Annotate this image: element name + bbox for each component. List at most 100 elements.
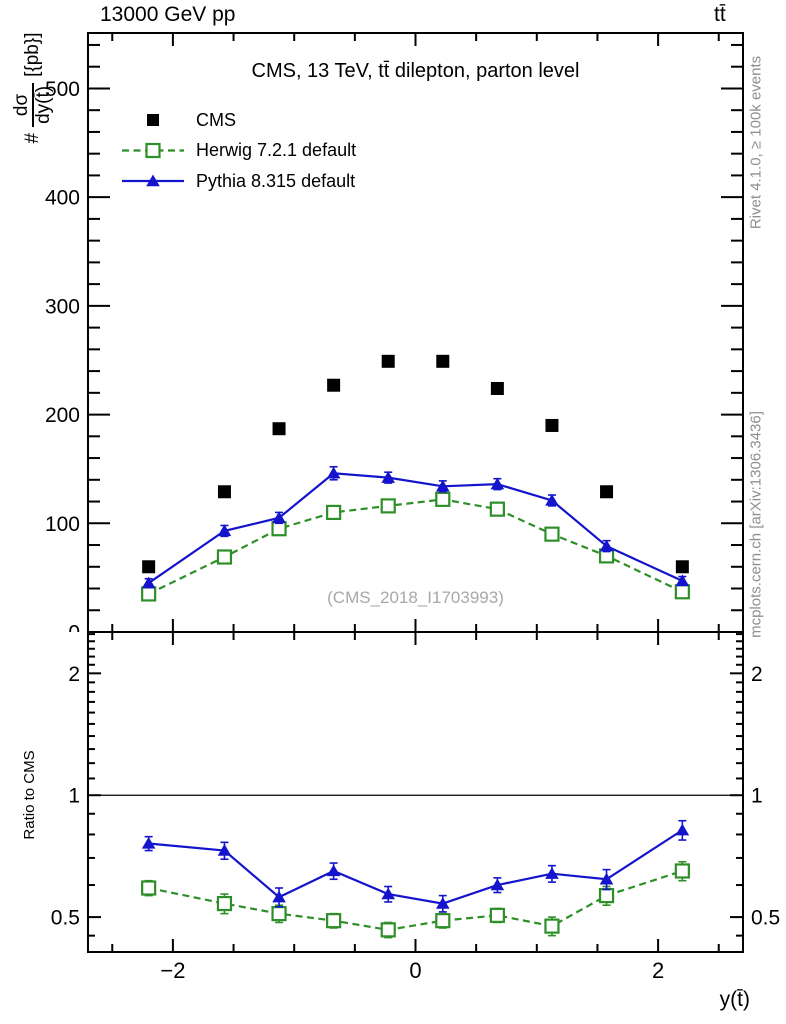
data-point: [436, 354, 450, 368]
data-point: [141, 880, 157, 896]
data-point: [272, 890, 286, 903]
data-point: [272, 511, 286, 524]
tick-label: 2: [751, 663, 763, 686]
data-point: [545, 493, 559, 506]
tick-label: 0.5: [51, 907, 80, 930]
data-point: [599, 872, 614, 885]
legend-swatch-herwig: [122, 142, 184, 159]
data-point: [271, 906, 287, 922]
data-point: [272, 422, 286, 436]
data-point: [490, 477, 505, 490]
legend-swatch-pythia: [122, 174, 184, 187]
data-point: [141, 576, 156, 589]
series-main-pythia: [141, 465, 690, 589]
data-point: [600, 485, 614, 499]
data-point: [271, 521, 287, 537]
ylabel-prefix: #: [22, 132, 43, 144]
data-point: [490, 878, 505, 891]
data-point: [599, 539, 614, 552]
series-line: [148, 869, 683, 931]
series-ratio-herwig: [141, 860, 690, 939]
legend-label-pythia: Pythia 8.315 default: [196, 171, 356, 191]
beam-energy-label: 13000 GeV pp: [100, 3, 236, 26]
data-point: [544, 526, 560, 542]
tick-label: 400: [45, 187, 80, 210]
data-point: [141, 836, 156, 849]
series-ratio-pythia: [141, 819, 690, 913]
data-point: [381, 887, 396, 900]
tick-label: −2: [160, 958, 185, 983]
data-point: [217, 844, 232, 856]
ratio-y-ticks: 0.5 0.5 1 1 2 2: [51, 633, 780, 937]
legend-label-cms: CMS: [196, 110, 236, 130]
data-point: [216, 895, 233, 912]
axes: 0 100 200 300 400 500 −2 0 2 0.5 0.5 1 1 2 2: [45, 33, 780, 983]
data-point: [489, 907, 505, 923]
data-point: [146, 174, 160, 187]
data-point: [217, 485, 231, 499]
data-point: [326, 466, 341, 479]
tick-label: 2: [652, 958, 664, 983]
data-point: [545, 418, 559, 432]
ylabel-numerator: dσ: [11, 93, 33, 117]
process-label: tt̄: [714, 3, 726, 26]
data-point: [674, 863, 690, 879]
data-point: [216, 549, 233, 565]
main-panel-frame: [87, 32, 744, 633]
data-point: [217, 524, 232, 537]
data-point: [380, 498, 396, 514]
main-y-tick-labels: 0 100 200 300 400 500: [45, 78, 80, 645]
tick-label: 300: [45, 295, 80, 318]
data-point: [544, 918, 560, 934]
ylabel-units: [{pb}]: [22, 32, 43, 77]
data-point: [381, 354, 395, 368]
data-point: [145, 142, 161, 159]
analysis-watermark: (CMS_2018_I1703993): [327, 588, 504, 607]
data-point: [598, 888, 615, 904]
mcplots-note: mcplots.cern.ch [arXiv:1306.3436]: [747, 411, 765, 638]
data-point: [435, 491, 451, 507]
data-point: [435, 913, 451, 929]
x-ticks: −2 0 2: [111, 33, 720, 983]
data-point: [545, 867, 559, 879]
tick-label: 200: [45, 404, 80, 427]
ratio-panel-frame: [87, 631, 744, 953]
x-axis-label: y(t̄): [719, 988, 750, 1011]
tick-label: 2: [68, 663, 80, 686]
data-point: [489, 501, 505, 517]
data-point: [675, 560, 689, 574]
legend-markers: [122, 114, 184, 187]
data-point: [380, 922, 396, 938]
data-point: [142, 560, 156, 574]
data-point: [326, 504, 342, 521]
data-point: [435, 897, 450, 909]
data-point: [675, 574, 690, 587]
data-point: [327, 378, 341, 392]
series-line: [148, 829, 683, 905]
data-point: [435, 479, 450, 492]
tick-label: 1: [68, 785, 80, 808]
legend-label-herwig: Herwig 7.2.1 default: [196, 140, 357, 160]
ylabel-fraction: dσ dy(t̄): [11, 82, 54, 127]
series-line: [148, 498, 683, 595]
data-point: [326, 864, 341, 877]
series-line: [148, 472, 683, 584]
series-main-cms: [142, 354, 689, 574]
tick-label: 100: [45, 513, 80, 536]
tick-label: 1: [751, 785, 763, 808]
rivet-note: Rivet 4.1.0, ≥ 100k events: [747, 55, 765, 230]
ylabel-denominator: dy(t̄): [32, 82, 54, 127]
data-point: [147, 114, 159, 126]
tick-label: 0: [409, 958, 421, 983]
main-y-ticks: [88, 43, 743, 633]
data-point: [490, 381, 504, 395]
data-point: [326, 913, 342, 929]
data-point: [381, 471, 396, 483]
tick-label: 500: [45, 78, 80, 101]
main-y-axis-label: # dσ dy(t̄) [{pb}]: [3, 3, 63, 173]
ratio-y-axis-label: Ratio to CMS: [20, 750, 38, 840]
tick-label: 0: [68, 622, 80, 645]
tick-label: 0.5: [751, 907, 780, 930]
